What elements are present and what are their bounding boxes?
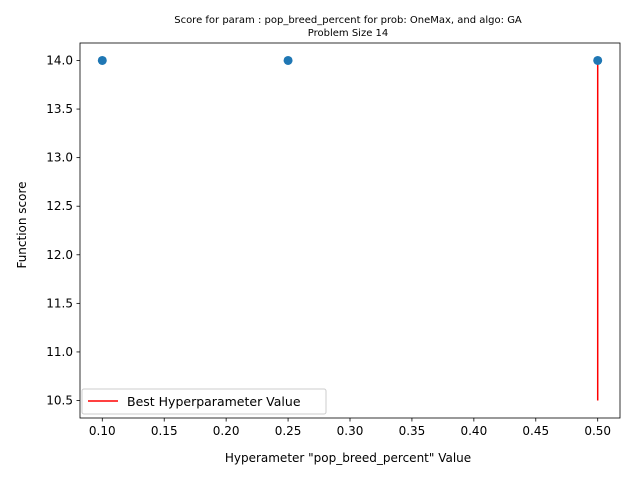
x-tick-label: 0.25 (275, 424, 302, 438)
y-tick-label: 11.5 (46, 296, 73, 310)
y-tick-label: 12.5 (46, 199, 73, 213)
x-tick-label: 0.45 (522, 424, 549, 438)
x-tick-label: 0.35 (399, 424, 426, 438)
x-tick-label: 0.30 (337, 424, 364, 438)
x-axis-ticks: 0.10 0.15 0.20 0.25 0.30 0.35 0.40 0.45 0.50 (89, 418, 611, 438)
scatter-points (97, 55, 603, 65)
chart-title: Score for param : pop_breed_percent for … (174, 15, 522, 39)
scatter-point (97, 55, 107, 65)
y-axis-ticks: 10.5 11.0 11.5 12.0 12.5 13.0 13.5 14.0 (46, 53, 80, 408)
scatter-point (283, 55, 293, 65)
y-tick-label: 12.0 (46, 248, 73, 262)
y-tick-label: 13.0 (46, 151, 73, 165)
y-tick-label: 10.5 (46, 394, 73, 408)
legend: Best Hyperparameter Value (81, 388, 327, 415)
x-tick-label: 0.15 (151, 424, 178, 438)
y-tick-label: 13.5 (46, 102, 73, 116)
x-tick-label: 0.40 (460, 424, 487, 438)
chart-title-line-2: Problem Size 14 (308, 28, 389, 39)
x-tick-label: 0.20 (213, 424, 240, 438)
y-tick-label: 14.0 (46, 53, 73, 67)
x-tick-label: 0.50 (584, 424, 611, 438)
y-axis-label: Function score (15, 181, 29, 268)
x-tick-label: 0.10 (89, 424, 116, 438)
chart-title-line-1: Score for param : pop_breed_percent for … (174, 15, 522, 26)
x-axis-label: Hyperameter "pop_breed_percent" Value (225, 451, 471, 465)
legend-box (81, 388, 327, 415)
plot-area-frame (79, 42, 621, 419)
scatter-point (593, 55, 603, 65)
y-tick-label: 11.0 (46, 345, 73, 359)
legend-label: Best Hyperparameter Value (127, 394, 301, 409)
